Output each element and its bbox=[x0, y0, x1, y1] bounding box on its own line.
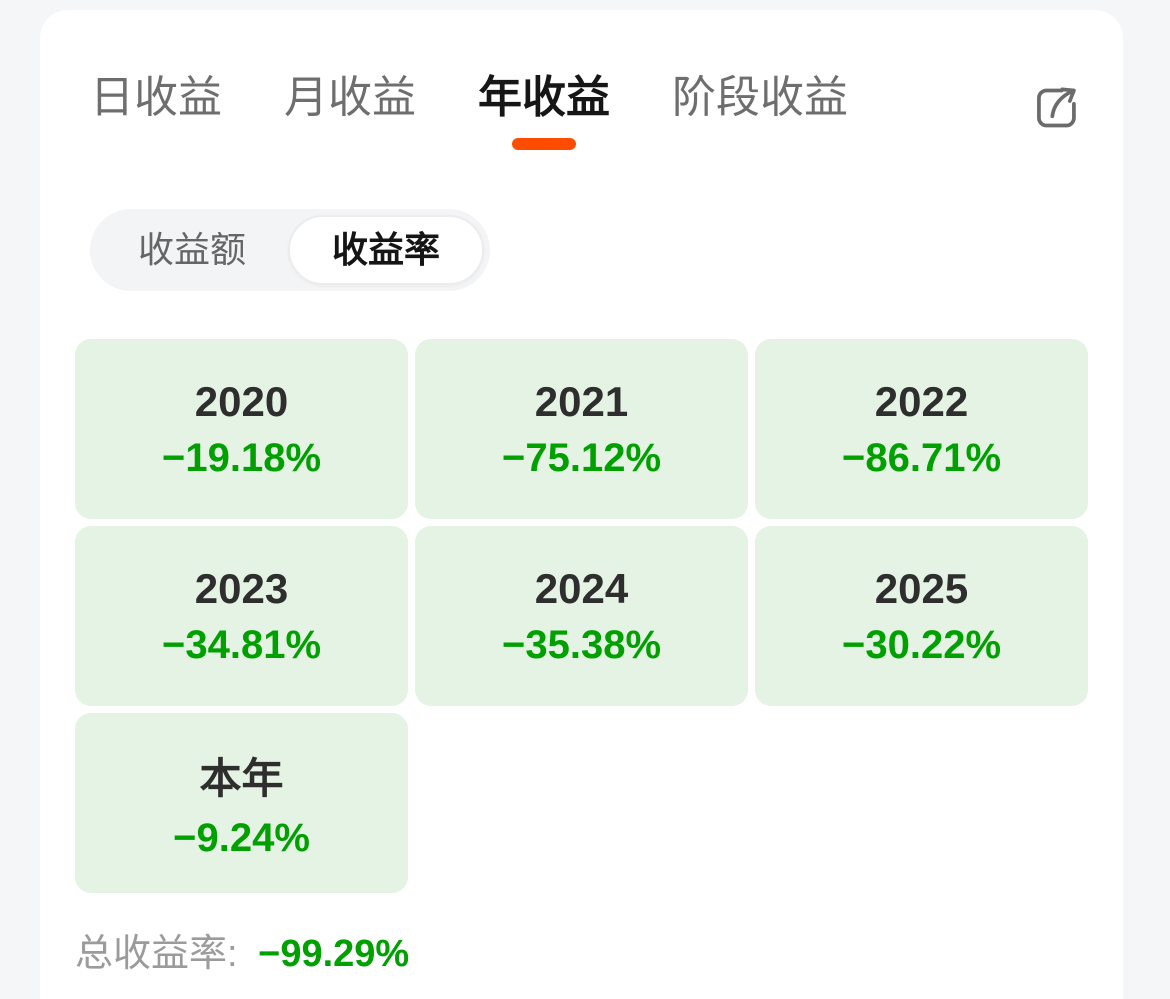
tab-bar: 日收益 月收益 年收益 阶段收益 bbox=[90, 72, 848, 150]
active-tab-underline bbox=[512, 138, 576, 150]
cell-period: 2021 bbox=[534, 377, 629, 425]
cell-value: −35.38% bbox=[501, 622, 662, 667]
segment-return-amount[interactable]: 收益额 bbox=[138, 229, 247, 270]
yearly-returns-grid: 2020 −19.18% 2021 −75.12% 2022 −86.71% 2… bbox=[75, 339, 1088, 893]
return-cell-2024[interactable]: 2024 −35.38% bbox=[415, 526, 748, 706]
tab-monthly-returns[interactable]: 月收益 bbox=[284, 73, 416, 122]
tab-yearly-returns[interactable]: 年收益 bbox=[478, 72, 610, 150]
cell-period: 本年 bbox=[199, 755, 284, 802]
cell-value: −34.81% bbox=[161, 622, 322, 667]
cell-value: −19.18% bbox=[161, 435, 322, 480]
return-cell-2025[interactable]: 2025 −30.22% bbox=[755, 526, 1088, 706]
cell-period: 2022 bbox=[874, 377, 969, 425]
cell-value: −9.24% bbox=[173, 816, 310, 860]
metric-toggle: 收益额 收益率 bbox=[90, 209, 491, 291]
cell-period: 2020 bbox=[194, 377, 289, 425]
cell-value: −86.71% bbox=[841, 435, 1002, 480]
share-icon[interactable] bbox=[1029, 80, 1085, 136]
total-return-row: 总收益率: −99.29% bbox=[75, 929, 1088, 979]
cell-value: −30.22% bbox=[841, 622, 1002, 667]
tabs-row: 日收益 月收益 年收益 阶段收益 bbox=[90, 72, 1085, 150]
tab-yearly-label: 年收益 bbox=[478, 73, 610, 122]
tab-daily-returns[interactable]: 日收益 bbox=[90, 73, 222, 122]
return-cell-2020[interactable]: 2020 −19.18% bbox=[75, 339, 408, 519]
cell-period: 2023 bbox=[194, 564, 289, 612]
segment-return-rate[interactable]: 收益率 bbox=[288, 215, 485, 285]
cell-value: −75.12% bbox=[501, 435, 662, 480]
total-return-label: 总收益率: bbox=[75, 933, 238, 975]
total-return-value: −99.29% bbox=[258, 933, 410, 975]
return-cell-current-year[interactable]: 本年 −9.24% bbox=[75, 713, 408, 893]
returns-panel: 日收益 月收益 年收益 阶段收益 收益额 收益率 bbox=[40, 10, 1123, 999]
return-cell-2023[interactable]: 2023 −34.81% bbox=[75, 526, 408, 706]
cell-period: 2024 bbox=[534, 564, 629, 612]
tab-period-returns[interactable]: 阶段收益 bbox=[672, 73, 848, 122]
return-cell-2021[interactable]: 2021 −75.12% bbox=[415, 339, 748, 519]
return-cell-2022[interactable]: 2022 −86.71% bbox=[755, 339, 1088, 519]
cell-period: 2025 bbox=[874, 564, 969, 612]
